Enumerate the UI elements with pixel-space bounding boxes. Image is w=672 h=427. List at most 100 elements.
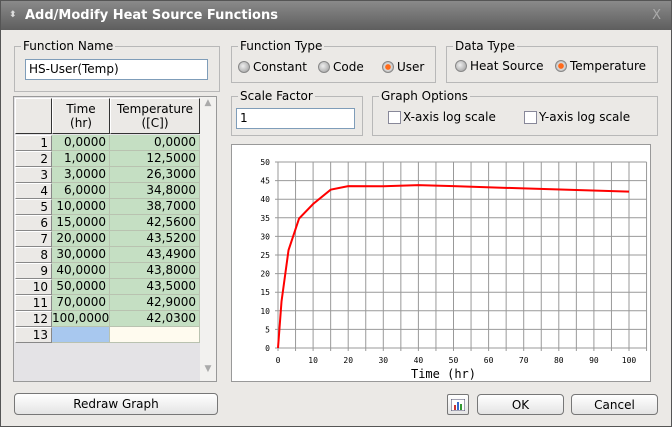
x-tick-label: 40 xyxy=(414,356,424,365)
x-log-checkbox[interactable]: X-axis log scale xyxy=(388,110,496,124)
y-tick-label: 45 xyxy=(260,177,270,186)
row-header[interactable]: 11 xyxy=(15,295,52,311)
cell-temperature[interactable]: 42,0300 xyxy=(110,311,200,327)
cell-temperature[interactable]: 42,5600 xyxy=(110,215,200,231)
data-type-label: Data Type xyxy=(453,39,518,53)
y-tick-label: 20 xyxy=(260,270,270,279)
row-header[interactable]: 4 xyxy=(15,183,52,199)
cell-time[interactable]: 70,0000 xyxy=(52,295,110,311)
cell-temperature[interactable]: 43,8000 xyxy=(110,263,200,279)
x-axis-label: Time (hr) xyxy=(411,367,476,381)
row-header[interactable]: 13 xyxy=(15,327,52,343)
cell-time[interactable]: 50,0000 xyxy=(52,279,110,295)
row-header[interactable]: 3 xyxy=(15,167,52,183)
chart-svg: 0 5 10 15 20 25 30 35 40 45 50 0 10 20 30 40 50 60 70 80 90 1… xyxy=(260,158,648,381)
ok-button[interactable]: OK xyxy=(477,394,564,415)
checkbox-icon xyxy=(388,110,401,124)
x-tick-label: 20 xyxy=(343,356,353,365)
cell-temperature[interactable]: 38,7000 xyxy=(110,199,200,215)
column-header-time[interactable]: Time (hr) xyxy=(52,98,110,134)
bar-chart-icon xyxy=(450,398,466,412)
y-tick-label: 40 xyxy=(260,195,270,204)
x-tick-label: 30 xyxy=(378,356,388,365)
checkbox-label: Y-axis log scale xyxy=(539,110,631,124)
radio-label: Code xyxy=(333,60,364,74)
row-header[interactable]: 5 xyxy=(15,199,52,215)
radio-label: Constant xyxy=(253,60,307,74)
cell-time[interactable]: 30,0000 xyxy=(52,247,110,263)
function-type-label: Function Type xyxy=(238,39,325,53)
title-bar[interactable]: ⬍ Add/Modify Heat Source Functions X xyxy=(1,1,671,30)
row-header[interactable]: 8 xyxy=(15,247,52,263)
scale-factor-input[interactable]: 1 xyxy=(236,108,355,129)
row-header[interactable]: 9 xyxy=(15,263,52,279)
scroll-up-icon[interactable]: ▲ xyxy=(204,98,212,108)
y-tick-label: 10 xyxy=(260,307,270,316)
scroll-down-icon[interactable]: ▼ xyxy=(204,364,212,374)
row-header[interactable]: 6 xyxy=(15,215,52,231)
function-name-input[interactable]: HS-User(Temp) xyxy=(25,59,208,80)
close-button[interactable]: X xyxy=(652,8,661,23)
cancel-button[interactable]: Cancel xyxy=(571,394,658,415)
window-menu-icon[interactable]: ⬍ xyxy=(9,10,17,20)
radio-label: User xyxy=(397,60,425,74)
vertical-scrollbar[interactable]: ▲ ▼ xyxy=(200,97,216,381)
data-table[interactable]: Time (hr) Temperature ([C]) ▲ ▼ 1 0,0000 0… xyxy=(13,96,217,382)
radio-heat-source[interactable]: Heat Source xyxy=(455,59,544,73)
cell-time[interactable]: 0,0000 xyxy=(52,135,110,151)
y-log-checkbox[interactable]: Y-axis log scale xyxy=(524,110,630,124)
cell-time[interactable]: 3,0000 xyxy=(52,167,110,183)
radio-code[interactable]: Code xyxy=(318,60,364,74)
redraw-graph-button[interactable]: Redraw Graph xyxy=(14,393,218,415)
radio-icon xyxy=(238,61,250,73)
cell-temperature[interactable]: 12,5000 xyxy=(110,151,200,167)
cell-temperature[interactable]: 0,0000 xyxy=(110,135,200,151)
cell-temperature[interactable]: 43,5000 xyxy=(110,279,200,295)
cell-time[interactable]: 20,0000 xyxy=(52,231,110,247)
cell-time[interactable]: 40,0000 xyxy=(52,263,110,279)
x-tick-label: 90 xyxy=(589,356,599,365)
row-header[interactable]: 10 xyxy=(15,279,52,295)
data-type-group: Data Type Heat Source Temperature xyxy=(446,39,658,83)
cell-time[interactable]: 10,0000 xyxy=(52,199,110,215)
y-tick-label: 35 xyxy=(260,214,270,223)
radio-temperature[interactable]: Temperature xyxy=(555,59,646,73)
x-tick-label: 0 xyxy=(276,356,281,365)
y-tick-label: 30 xyxy=(260,232,270,241)
cell-time[interactable]: 6,0000 xyxy=(52,183,110,199)
cell-temperature[interactable]: 43,5200 xyxy=(110,231,200,247)
series-line xyxy=(277,184,630,349)
scale-factor-group: Scale Factor 1 xyxy=(231,89,363,136)
cell-temperature[interactable] xyxy=(110,327,200,343)
x-tick-label: 50 xyxy=(449,356,459,365)
graph-options-label: Graph Options xyxy=(379,89,470,103)
chart-button[interactable] xyxy=(447,394,469,415)
corner-header xyxy=(15,98,52,134)
cell-temperature[interactable]: 43,4900 xyxy=(110,247,200,263)
row-header[interactable]: 2 xyxy=(15,151,52,167)
cell-time[interactable]: 100,0000 xyxy=(52,311,110,327)
cell-time[interactable]: 15,0000 xyxy=(52,215,110,231)
radio-selected-icon xyxy=(382,61,394,73)
radio-label: Temperature xyxy=(570,59,647,73)
row-header[interactable]: 1 xyxy=(15,135,52,151)
cell-temperature[interactable]: 34,8000 xyxy=(110,183,200,199)
y-tick-label: 50 xyxy=(260,158,270,167)
column-header-temperature[interactable]: Temperature ([C]) xyxy=(110,98,200,134)
radio-selected-icon xyxy=(555,60,567,72)
checkbox-icon xyxy=(524,110,537,124)
cell-time[interactable]: 1,0000 xyxy=(52,151,110,167)
radio-constant[interactable]: Constant xyxy=(238,60,307,74)
y-tick-label: 25 xyxy=(260,251,270,260)
row-header[interactable]: 12 xyxy=(15,311,52,327)
cell-temperature[interactable]: 42,9000 xyxy=(110,295,200,311)
radio-icon xyxy=(455,60,467,72)
row-header[interactable]: 7 xyxy=(15,231,52,247)
function-name-label: Function Name xyxy=(21,39,116,53)
x-tick-label: 80 xyxy=(554,356,564,365)
cell-time[interactable] xyxy=(52,327,110,343)
checkbox-label: X-axis log scale xyxy=(403,110,496,124)
x-tick-label: 100 xyxy=(622,356,637,365)
cell-temperature[interactable]: 26,3000 xyxy=(110,167,200,183)
radio-user[interactable]: User xyxy=(382,60,424,74)
